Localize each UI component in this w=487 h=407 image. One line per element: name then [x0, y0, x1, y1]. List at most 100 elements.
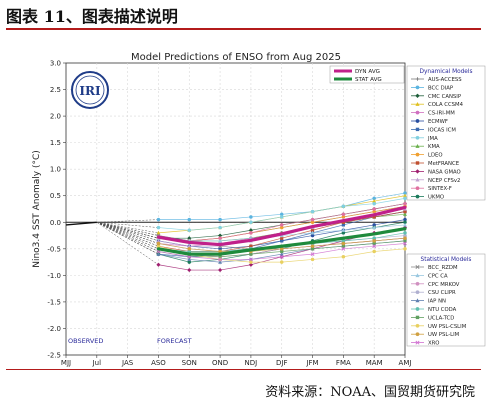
model-point — [248, 257, 253, 262]
model-point — [218, 217, 222, 222]
legend-swatch-marker — [415, 340, 420, 345]
legend-label: KMA — [428, 144, 440, 150]
legend-label: JMA — [427, 136, 438, 142]
figure-title: 图表 11、图表描述说明 — [6, 7, 178, 26]
model-point — [403, 236, 407, 240]
model-point — [156, 252, 161, 256]
y-tick-label: -2.0 — [47, 325, 61, 333]
model-point — [218, 225, 222, 230]
model-point — [403, 210, 407, 214]
legend-label: CSU CLIPR — [428, 290, 456, 296]
x-tick-label: NDJ — [245, 359, 258, 367]
forecast-fan-line — [96, 222, 159, 252]
x-tick-label: AMJ — [399, 359, 412, 367]
model-point — [279, 252, 284, 256]
x-tick-label: ASO — [151, 359, 166, 367]
legend-swatch-marker — [415, 161, 420, 165]
model-point — [279, 223, 284, 227]
observed-series — [65, 221, 97, 226]
legend-label: CPC CA — [428, 273, 448, 279]
legend-swatch-marker — [415, 119, 420, 123]
legend-label: UCLA-TCD — [428, 315, 454, 321]
legend-label: LDEO — [428, 153, 443, 159]
forecast-fan-line — [96, 222, 159, 250]
model-point — [187, 247, 192, 251]
y-tick-label: 2.0 — [50, 113, 61, 121]
model-series-xro — [156, 241, 407, 262]
legend-label: IOCAS ICM — [428, 127, 456, 133]
model-series-jma — [156, 196, 407, 233]
avg-line-dyn-avg — [156, 205, 407, 247]
model-point — [280, 249, 284, 254]
legend-swatch-marker — [415, 77, 420, 81]
model-point — [310, 228, 315, 232]
model-point — [249, 220, 253, 225]
model-point — [280, 239, 284, 243]
forecast-fan-lines — [96, 219, 159, 265]
legend-label: MetFRANCE — [428, 161, 460, 167]
model-point — [187, 217, 192, 222]
model-point — [218, 267, 223, 273]
forecast-fan-line — [96, 222, 159, 236]
legend-swatch-marker — [415, 110, 420, 115]
x-tick-label: JAS — [121, 359, 134, 367]
model-series-uw-psl-lim — [156, 236, 407, 254]
legend-swatch-marker — [415, 281, 420, 286]
y-tick-label: 2.5 — [50, 86, 61, 94]
legend-swatch-marker — [415, 93, 420, 99]
avg-line-stat-avg — [156, 227, 407, 256]
legend-label: UW PSL-LIM — [428, 332, 460, 338]
model-point — [218, 255, 222, 259]
chart-title: Model Predictions of ENSO from Aug 2025 — [131, 52, 341, 63]
model-point — [187, 244, 192, 248]
model-point — [310, 247, 315, 251]
legend-label: COLA CCSM4 — [428, 102, 464, 108]
model-series-uw-psl-cslim — [156, 244, 407, 264]
forecast-fan-line — [96, 222, 159, 239]
model-point — [372, 215, 376, 219]
model-point — [403, 247, 407, 251]
statistical-models-legend: Statistical Models BCC_RZDM CPC CA CPC MRK… — [406, 253, 486, 347]
legend-swatch-marker — [415, 169, 420, 174]
x-tick-label: Jul — [92, 359, 102, 367]
model-point — [403, 201, 407, 206]
legend-swatch-marker — [415, 307, 420, 311]
y-axis-ticks: -2.5 -2.0 -1.5 -1.0 -0.5 0.0 0.5 1.0 1.5 2.0 2.5 3.… — [47, 60, 66, 360]
model-point — [403, 193, 407, 198]
forecast-fan-line — [96, 222, 159, 255]
model-point — [156, 238, 161, 243]
model-point — [403, 241, 407, 246]
model-point — [187, 267, 192, 273]
x-tick-label: MAM — [366, 359, 383, 367]
model-point — [310, 217, 315, 222]
y-tick-label: -1.0 — [47, 272, 61, 280]
average-legend: DYN AVG STAT AVG — [329, 65, 405, 84]
x-tick-label: SON — [182, 359, 197, 367]
model-point — [218, 260, 223, 264]
forecast-fan-line — [96, 222, 159, 244]
legend-label: NASA GMAO — [428, 169, 461, 175]
model-point — [372, 207, 376, 211]
forecast-fan-line — [96, 222, 159, 265]
legend-label: NCEP CFSv2 — [428, 178, 460, 184]
x-tick-label: FMA — [336, 359, 351, 367]
model-point — [218, 233, 223, 238]
model-point — [372, 244, 377, 249]
forecast-label: FORECAST — [157, 337, 192, 345]
model-point — [403, 222, 407, 227]
y-tick-label: 3.0 — [50, 60, 61, 68]
model-point — [372, 198, 377, 203]
model-point — [279, 254, 284, 259]
y-tick-label: 0.5 — [50, 192, 61, 200]
model-point — [249, 215, 253, 219]
model-point — [280, 236, 284, 240]
model-point — [249, 244, 253, 248]
legend-label: IAP NN — [428, 299, 446, 305]
observed-label: OBSERVED — [68, 337, 103, 345]
model-point — [187, 257, 192, 262]
top-rule — [6, 28, 481, 30]
x-tick-label: MJJ — [61, 359, 71, 367]
dynamical-models-legend: Dynamical Models AUS-ACCESS BCC DIAP CMC C… — [406, 65, 486, 201]
x-axis-ticks: MJJ Jul JAS ASO SON OND NDJ DJF JFM FMA MAM AMJ — [61, 355, 412, 367]
